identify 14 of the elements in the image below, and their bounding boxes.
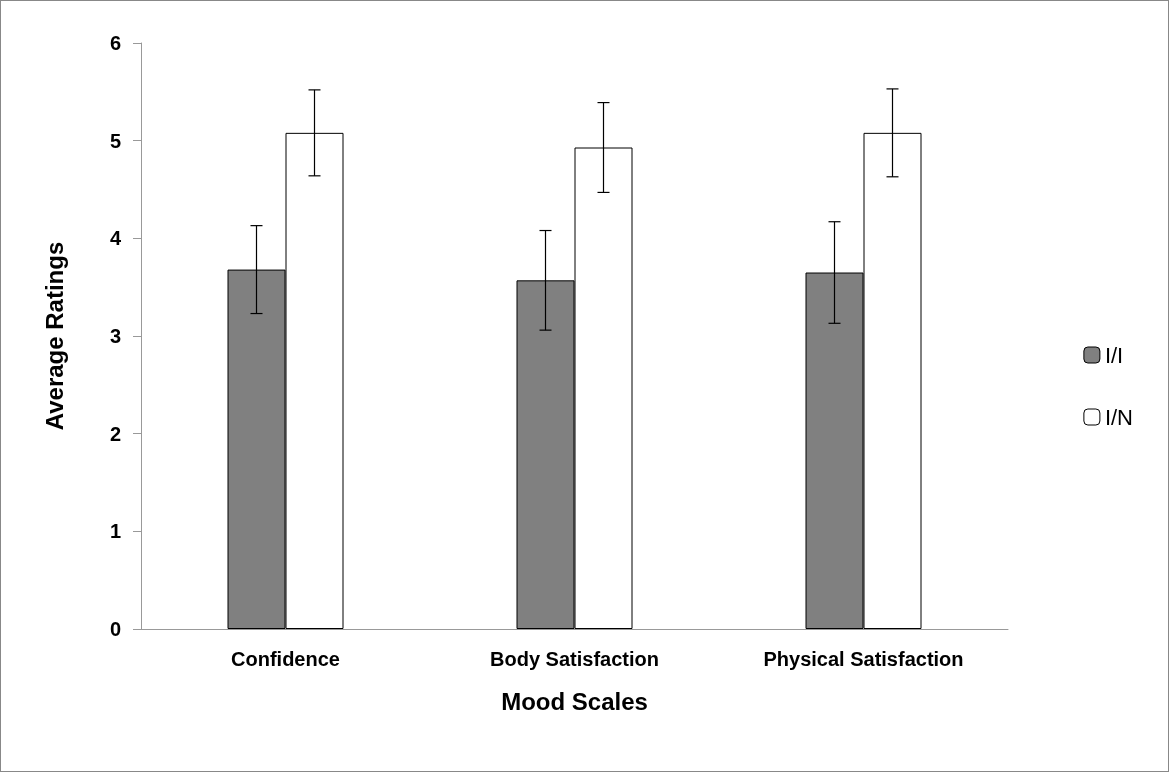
x-axis-title: Mood Scales bbox=[501, 687, 648, 715]
legend-label: I/N bbox=[1104, 404, 1134, 430]
y-tick-label: 1 bbox=[109, 520, 121, 543]
x-tick-label: Body Satisfaction bbox=[490, 648, 659, 670]
legend-label: I/I bbox=[1104, 342, 1124, 368]
y-tick-label: 3 bbox=[109, 325, 121, 347]
y-tick-label: 0 bbox=[109, 618, 121, 640]
y-tick-label: 4 bbox=[109, 227, 122, 250]
y-axis-title: Average Ratings bbox=[40, 241, 68, 431]
y-tick-label: 6 bbox=[109, 32, 121, 54]
y-tick-label: 2 bbox=[109, 422, 121, 445]
y-tick-label: 5 bbox=[109, 129, 121, 152]
x-tick-label: Confidence bbox=[231, 648, 340, 670]
x-tick-label: Physical Satisfaction bbox=[763, 648, 964, 670]
